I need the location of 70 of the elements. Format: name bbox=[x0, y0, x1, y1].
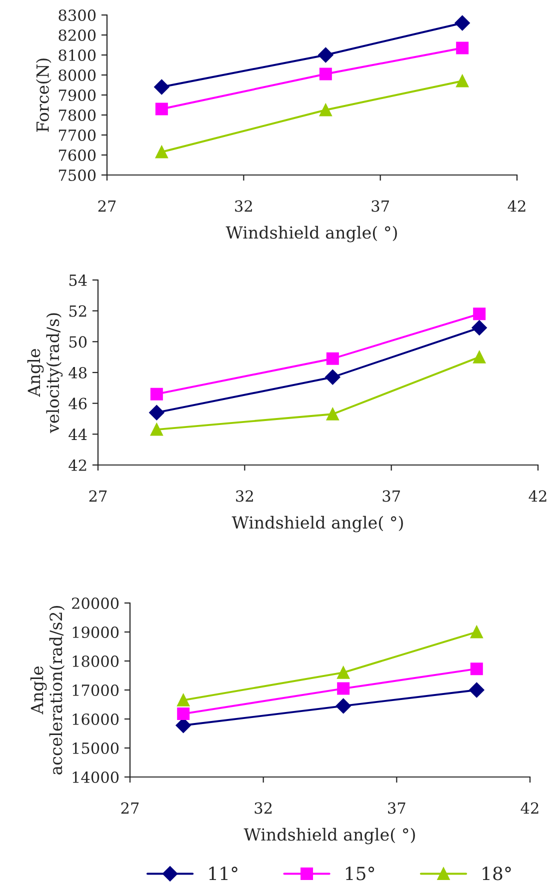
point bbox=[154, 79, 170, 95]
x-tick-label: 27 bbox=[98, 200, 116, 212]
x-tick-label: 37 bbox=[372, 200, 389, 212]
y-tick-label: 46 bbox=[68, 398, 87, 410]
x-axis-title: Windshield angle( °) bbox=[244, 828, 415, 844]
point bbox=[177, 708, 190, 720]
point bbox=[326, 408, 339, 420]
y-tick-label: 7600 bbox=[58, 149, 96, 162]
point bbox=[149, 405, 164, 420]
point bbox=[319, 68, 332, 80]
x-tick-label: 27 bbox=[89, 490, 107, 502]
point bbox=[326, 352, 339, 365]
point bbox=[456, 42, 469, 54]
y-axis-title: Angle acceleration(rad/s2) bbox=[30, 606, 65, 775]
x-tick-label: 42 bbox=[508, 200, 526, 212]
point bbox=[155, 102, 168, 116]
x-tick-label: 32 bbox=[254, 802, 272, 814]
y-tick-label: 19000 bbox=[72, 626, 119, 638]
y-tick-label: 20000 bbox=[72, 597, 119, 610]
y-tick-label: 44 bbox=[68, 428, 87, 440]
point bbox=[454, 15, 470, 31]
y-tick-label: 18000 bbox=[72, 655, 119, 668]
point bbox=[337, 666, 350, 679]
point bbox=[318, 47, 334, 63]
y-tick-label: 8000 bbox=[58, 69, 96, 82]
y-tick-label: 8300 bbox=[58, 9, 96, 22]
x-axis-title: Windshield angle( °) bbox=[226, 226, 397, 242]
x-tick-label: 42 bbox=[528, 490, 546, 502]
x-axis-title: Windshield angle( °) bbox=[232, 516, 403, 532]
y-tick-label: 7800 bbox=[58, 109, 96, 122]
x-tick-label: 32 bbox=[235, 200, 252, 212]
point bbox=[470, 626, 483, 638]
y-tick-label: 8100 bbox=[58, 49, 96, 62]
y-tick-label: 8200 bbox=[58, 29, 96, 42]
y-tick-label: 15000 bbox=[72, 742, 119, 754]
y-tick-label: 17000 bbox=[72, 684, 119, 696]
point bbox=[473, 308, 486, 320]
x-tick-label: 37 bbox=[388, 802, 406, 814]
point bbox=[177, 694, 190, 706]
point bbox=[470, 662, 483, 676]
point bbox=[150, 388, 163, 400]
point bbox=[472, 320, 487, 336]
x-tick-label: 27 bbox=[121, 802, 139, 814]
y-tick-label: 52 bbox=[69, 305, 86, 317]
point bbox=[150, 423, 163, 436]
y-tick-label: 7700 bbox=[58, 129, 96, 142]
point bbox=[469, 682, 484, 698]
y-tick-label: 42 bbox=[68, 459, 86, 471]
point bbox=[336, 698, 351, 714]
x-tick-label: 37 bbox=[382, 490, 400, 502]
y-tick-label: 50 bbox=[69, 336, 87, 348]
point bbox=[319, 104, 332, 116]
x-tick-label: 32 bbox=[236, 490, 253, 502]
point bbox=[473, 350, 486, 364]
point bbox=[155, 146, 168, 158]
y-tick-label: 54 bbox=[69, 274, 87, 286]
legend-label: 15° bbox=[346, 866, 374, 880]
y-tick-label: 14000 bbox=[72, 771, 119, 784]
y-tick-label: 7900 bbox=[58, 89, 96, 102]
y-tick-label: 16000 bbox=[72, 713, 119, 726]
legend-label: 11° bbox=[209, 866, 238, 880]
point bbox=[337, 682, 350, 695]
y-tick-label: 48 bbox=[68, 366, 87, 379]
point bbox=[456, 74, 469, 88]
legend-label: 18° bbox=[482, 866, 511, 880]
y-tick-label: 7500 bbox=[58, 169, 96, 182]
y-axis-title: Force(N) bbox=[36, 58, 52, 132]
y-axis-title: Angle velocity(rad/s) bbox=[27, 313, 63, 434]
point bbox=[325, 370, 340, 385]
x-tick-label: 42 bbox=[520, 802, 538, 814]
